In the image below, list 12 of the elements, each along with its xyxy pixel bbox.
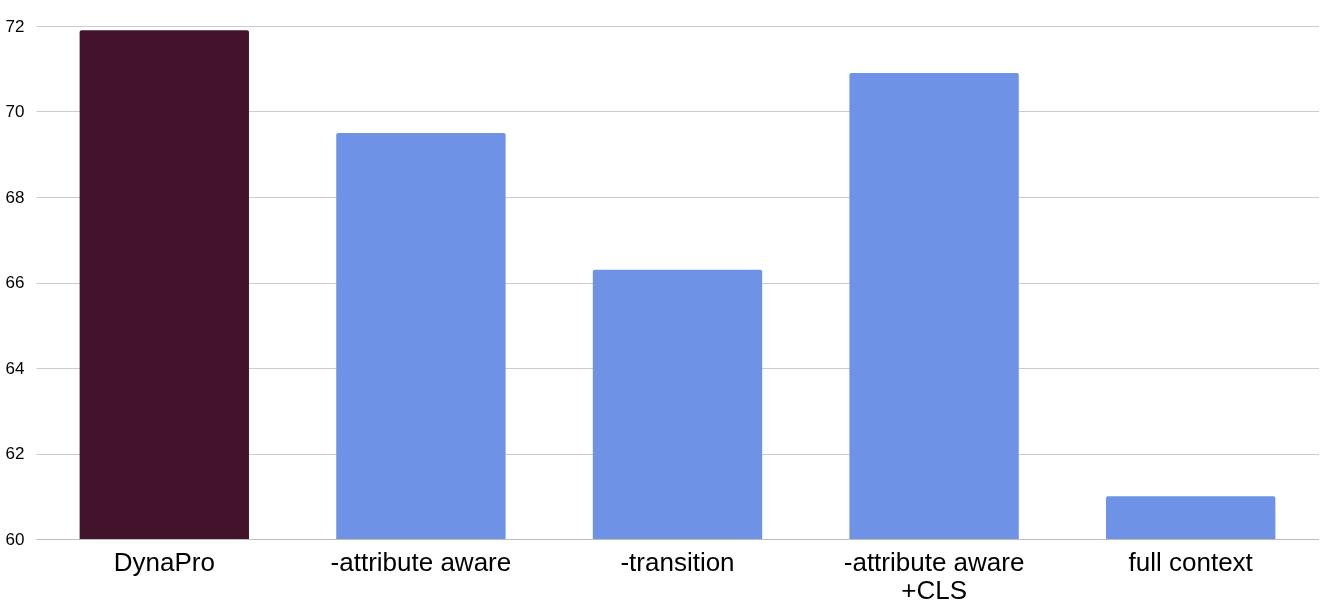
x-tick-label: -transition <box>620 546 735 577</box>
y-tick-label: 70 <box>5 102 25 121</box>
x-tick-label: -attribute aware +CLS <box>843 546 1025 605</box>
y-tick-label: 60 <box>5 529 25 549</box>
y-tick-label: 66 <box>5 273 25 292</box>
y-tick-label: 64 <box>5 358 25 378</box>
x-tick-label: -attribute aware <box>330 546 512 577</box>
x-tick-label: DynaPro <box>113 546 215 577</box>
x-tick-label: full context <box>1128 546 1254 577</box>
y-tick-label: 72 <box>5 16 25 36</box>
y-tick-label: 62 <box>5 444 25 463</box>
y-tick-label: 68 <box>5 187 25 207</box>
